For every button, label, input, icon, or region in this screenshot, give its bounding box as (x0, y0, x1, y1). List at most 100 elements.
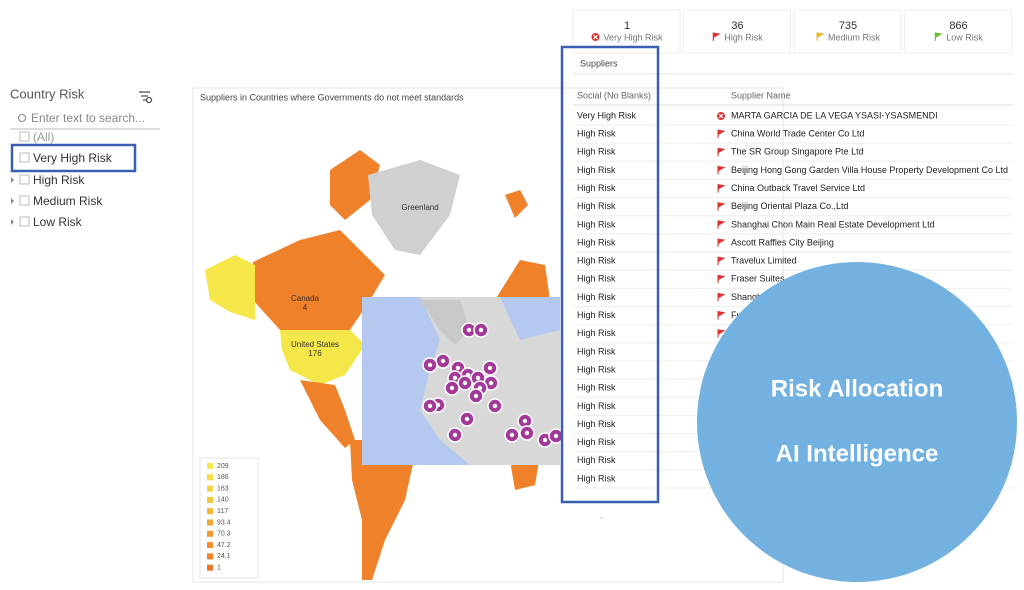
legend-swatch (207, 508, 213, 515)
risk-flag (717, 220, 726, 229)
risk-icon-x (718, 113, 724, 119)
supplier-name[interactable]: Beijing Hong Gong Garden Villa House Pro… (731, 165, 1008, 175)
marker-center (452, 375, 458, 381)
risk-cell[interactable]: High Risk (577, 419, 616, 429)
risk-flag (717, 129, 726, 139)
legend-swatch (207, 474, 213, 481)
checkbox[interactable] (19, 195, 30, 206)
legend-label: 1 (217, 565, 221, 572)
search-input[interactable]: Enter text to search... (31, 111, 145, 125)
filter-option[interactable]: (All) (33, 130, 54, 144)
filter-option[interactable]: Very High Risk (33, 151, 113, 165)
legend-swatch (207, 564, 213, 571)
marker-center (522, 418, 528, 424)
risk-cell[interactable]: High Risk (577, 129, 616, 139)
risk-cell[interactable]: High Risk (577, 147, 616, 157)
filter-option[interactable]: Low Risk (33, 215, 83, 229)
marker-center (449, 385, 455, 391)
marker-center (427, 362, 433, 368)
kpi-label: Medium Risk (828, 32, 881, 42)
risk-icon-x (593, 34, 598, 40)
legend-label: 24.1 (217, 553, 231, 560)
risk-cell[interactable]: High Risk (577, 183, 616, 193)
marker-center (464, 416, 470, 422)
filter-title: Country Risk (10, 86, 85, 101)
kpi-card (904, 9, 1012, 54)
marker-center (427, 403, 433, 409)
supplier-name[interactable]: Beijing Oriental Plaza Co.,Ltd (731, 201, 849, 211)
risk-cell[interactable]: High Risk (577, 401, 616, 411)
filter-option[interactable]: Medium Risk (33, 194, 103, 208)
supplier-name[interactable]: Fraser Suites (731, 274, 785, 284)
risk-cell[interactable]: Very High Risk (577, 110, 637, 120)
kpi-value: 36 (731, 20, 743, 32)
checkbox[interactable] (19, 152, 30, 163)
risk-cell[interactable]: High Risk (577, 165, 616, 175)
supplier-name[interactable]: The SR Group Singapore Pte Ltd (731, 147, 864, 157)
supplier-name[interactable]: Shanghai Chon Main Real Estate Developme… (731, 219, 935, 229)
kpi-value: 735 (839, 20, 857, 32)
risk-cell[interactable]: High Risk (577, 346, 616, 356)
filter-icon[interactable] (139, 91, 153, 104)
kpi-label: Very High Risk (603, 32, 663, 42)
supplier-name[interactable]: Ascott Raffles City Beijing (731, 237, 834, 247)
supplier-name[interactable]: China Outback Travel Service Ltd (731, 183, 865, 193)
risk-flag (717, 256, 726, 266)
marker-center (509, 432, 515, 438)
risk-cell[interactable]: High Risk (577, 455, 616, 465)
kpi-label: High Risk (724, 32, 763, 42)
legend-label: 140 (217, 497, 229, 504)
supplier-name[interactable]: Shanghai (731, 292, 769, 302)
legend-swatch (207, 496, 213, 503)
legend-swatch (207, 542, 213, 549)
legend-swatch (207, 463, 213, 469)
risk-cell[interactable]: High Risk (577, 219, 616, 229)
risk-cell[interactable]: High Risk (577, 292, 616, 302)
supplier-name[interactable]: MARTA GARCIA DE LA VEGA YSASI-YSASMENDI (731, 110, 938, 120)
filter-option[interactable]: High Risk (33, 173, 85, 187)
risk-cell[interactable]: High Risk (577, 328, 616, 338)
marker-center (440, 358, 446, 364)
marker-center (473, 393, 479, 399)
country-value: 176 (308, 349, 322, 358)
risk-flag (717, 274, 726, 284)
risk-flag (717, 147, 726, 157)
callout-text: Risk Allocation (771, 375, 943, 402)
checkbox[interactable] (19, 174, 30, 185)
checkbox[interactable] (19, 216, 30, 227)
country-label: United States (291, 340, 339, 349)
risk-cell[interactable]: High Risk (577, 473, 616, 483)
legend-label: 70.3 (217, 531, 231, 538)
risk-cell[interactable]: High Risk (577, 256, 616, 266)
kpi-label: Low Risk (946, 32, 983, 42)
risk-cell[interactable]: High Risk (577, 364, 616, 374)
country-label: Canada (291, 294, 320, 303)
risk-flag (717, 329, 726, 338)
marker-center (478, 327, 484, 333)
country-label: Greenland (401, 203, 438, 212)
risk-cell[interactable]: High Risk (577, 274, 616, 284)
risk-cell[interactable]: High Risk (577, 201, 616, 211)
risk-cell[interactable]: High Risk (577, 237, 616, 247)
highlight-box (10, 143, 137, 173)
risk-flag (816, 32, 825, 41)
risk-cell[interactable]: High Risk (577, 437, 616, 447)
supplier-name[interactable]: Travelux Limited (731, 256, 797, 266)
kpi-value: 1 (624, 20, 630, 32)
marker-center (452, 432, 458, 438)
risk-cell[interactable]: High Risk (577, 310, 616, 320)
legend-swatch (207, 519, 213, 526)
supplier-markers (422, 322, 564, 448)
table-title: Suppliers (580, 58, 618, 68)
checkbox[interactable] (19, 131, 30, 142)
supplier-name[interactable]: China World Trade Center Co Ltd (731, 129, 864, 139)
risk-flag (717, 238, 726, 248)
risk-flag (717, 165, 726, 175)
marker-center (524, 430, 530, 436)
risk-flag (934, 32, 943, 41)
risk-cell[interactable]: High Risk (577, 383, 616, 393)
risk-flag (717, 311, 726, 320)
marker-center (488, 380, 494, 386)
kpi-card (793, 9, 902, 54)
